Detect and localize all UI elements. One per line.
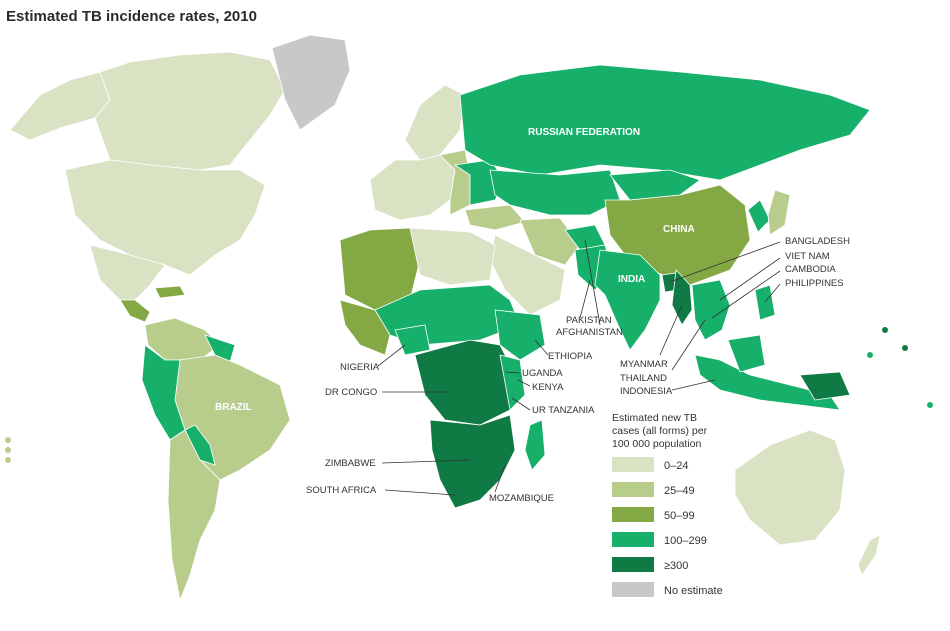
legend-swatch-3 — [612, 532, 654, 547]
label-thailand: THAILAND — [620, 373, 667, 384]
region-horn-of-africa — [494, 309, 546, 361]
label-pakistan: PAKISTAN — [566, 315, 612, 326]
label-uganda: UGANDA — [522, 368, 563, 379]
legend: Estimated new TB cases (all forms) per 1… — [612, 412, 723, 597]
region-west-africa — [339, 299, 391, 356]
region-canada — [94, 51, 286, 171]
leader-nigeria — [377, 344, 406, 367]
legend-items: 0–24 25–49 50–99 100–299 ≥300 No estimate — [612, 457, 723, 597]
island-marker — [5, 447, 11, 453]
map-title: Estimated TB incidence rates, 2010 — [6, 8, 257, 25]
label-philippines: PHILIPPINES — [785, 278, 844, 289]
island-marker — [5, 437, 11, 443]
region-central-asia — [489, 169, 621, 216]
leader-thailand — [671, 319, 706, 371]
legend-title-line-3: 100 000 population — [612, 438, 701, 450]
legend-swatch-5 — [612, 582, 654, 597]
region-alaska — [9, 71, 111, 141]
legend-label-0: 0–24 — [664, 460, 688, 472]
region-madagascar — [524, 419, 546, 471]
island-marker — [882, 327, 888, 333]
legend-swatch-2 — [612, 507, 654, 522]
label-zimbabwe: ZIMBABWE — [325, 458, 376, 469]
region-borneo — [727, 334, 766, 373]
region-japan — [767, 189, 791, 236]
label-drcongo: DR CONGO — [325, 387, 377, 398]
leader-tanzania — [511, 397, 531, 411]
leader-uganda — [504, 371, 521, 374]
leader-afghanistan — [584, 239, 601, 326]
region-mexico — [89, 244, 166, 301]
region-papua — [799, 371, 851, 401]
region-turkey — [464, 204, 526, 231]
legend-title-line-1: Estimated new TB — [612, 412, 697, 424]
label-myanmar: MYANMAR — [620, 359, 668, 370]
legend-swatch-4 — [612, 557, 654, 572]
legend-swatch-1 — [612, 482, 654, 497]
legend-label-1: 25–49 — [664, 485, 695, 497]
legend-label-5: No estimate — [664, 585, 723, 597]
region-north-africa-east — [409, 227, 496, 286]
legend-swatch-0 — [612, 457, 654, 472]
leader-ethiopia — [534, 339, 549, 356]
label-mozambique: MOZAMBIQUE — [489, 493, 554, 504]
label-brazil: BRAZIL — [215, 402, 252, 413]
region-scandinavia — [404, 84, 466, 161]
leader-zimbabwe — [381, 459, 471, 464]
label-afghanistan: AFGHANISTAN — [556, 327, 623, 338]
label-indonesia: INDONESIA — [620, 386, 673, 397]
region-north-africa-west — [339, 227, 421, 311]
leader-philippines — [764, 283, 781, 303]
island-marker — [867, 352, 873, 358]
legend-title-line-2: cases (all forms) per — [612, 425, 708, 437]
label-china: CHINA — [663, 224, 695, 235]
leader-vietnam — [719, 257, 781, 301]
region-southern-africa — [429, 414, 516, 509]
label-vietnam: VIET NAM — [785, 251, 830, 262]
leader-pakistan — [579, 279, 591, 319]
label-bangladesh: BANGLADESH — [785, 236, 850, 247]
region-myanmar — [671, 269, 693, 326]
region-central-america — [119, 299, 151, 323]
region-australia — [734, 429, 846, 546]
region-korea-japan — [747, 199, 771, 233]
label-tanzania: UR TANZANIA — [532, 405, 595, 416]
label-india: INDIA — [618, 274, 645, 285]
label-nigeria: NIGERIA — [340, 362, 380, 373]
leader-mozambique — [494, 464, 506, 493]
leader-southafrica — [384, 489, 456, 496]
legend-label-4: ≥300 — [664, 560, 688, 572]
leader-kenya — [517, 379, 531, 387]
legend-label-2: 50–99 — [664, 510, 695, 522]
region-usa — [64, 159, 266, 276]
legend-label-3: 100–299 — [664, 535, 707, 547]
label-russia: RUSSIAN FEDERATION — [528, 127, 640, 138]
island-marker — [902, 345, 908, 351]
leader-cambodia — [711, 270, 781, 319]
region-india — [594, 249, 661, 351]
region-western-europe — [369, 154, 456, 221]
label-kenya: KENYA — [532, 382, 564, 393]
leader-myanmar — [659, 304, 683, 356]
region-nigeria — [394, 324, 431, 356]
label-cambodia: CAMBODIA — [785, 264, 836, 275]
region-southern-cone — [167, 429, 221, 602]
label-ethiopia: ETHIOPIA — [548, 351, 593, 362]
region-east-africa — [499, 354, 526, 411]
island-marker — [5, 457, 11, 463]
leader-indonesia — [671, 379, 716, 391]
region-mongolia — [609, 169, 701, 201]
region-philippines — [754, 284, 776, 321]
region-central-africa — [414, 339, 516, 426]
island-marker — [927, 402, 933, 408]
label-southafrica: SOUTH AFRICA — [306, 485, 377, 496]
region-russia — [459, 64, 871, 181]
region-greenland — [271, 34, 351, 131]
region-colombia-venezuela — [144, 317, 221, 361]
region-caribbean — [154, 285, 186, 299]
region-new-zealand — [857, 534, 881, 576]
leader-bangladesh — [669, 241, 781, 283]
